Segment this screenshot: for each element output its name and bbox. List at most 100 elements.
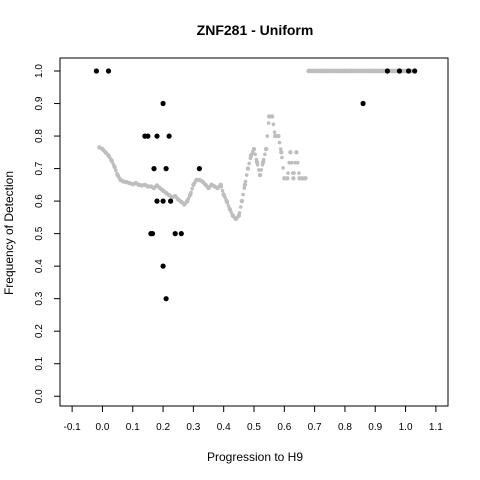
smoothed-trail-point xyxy=(244,173,249,177)
smoothed-trail-point xyxy=(292,171,296,175)
observed-point-13 xyxy=(163,166,169,172)
smoothed-trail-point xyxy=(114,168,118,172)
smoothed-trail-point xyxy=(226,204,231,208)
smoothed-trail-point xyxy=(286,171,290,175)
smoothed-trail-point xyxy=(278,147,283,151)
y-tick-label: 0.4 xyxy=(34,259,45,273)
smoothed-point-48 xyxy=(242,182,248,187)
smoothed-trail-point xyxy=(284,176,289,181)
observed-point-3 xyxy=(396,68,403,74)
smoothed-trail-point xyxy=(189,190,193,195)
observed-point-10 xyxy=(154,133,160,139)
y-tick-label: 0.8 xyxy=(34,129,45,143)
smoothed-trail-point xyxy=(225,200,230,205)
observed-point-21 xyxy=(178,231,184,237)
observed-point-22 xyxy=(160,263,166,269)
x-tick-label: 0.9 xyxy=(368,422,382,433)
smoothed-trail-point xyxy=(254,157,259,162)
smoothed-trail-point xyxy=(261,157,266,162)
y-axis-label: Frequency of Detection xyxy=(2,171,16,295)
smoothed-trail-point xyxy=(247,161,251,166)
smoothed-trail-point xyxy=(252,147,256,151)
x-tick-label: 0.4 xyxy=(217,422,231,433)
smoothed-trail-point xyxy=(112,165,117,169)
x-tick-label: 0.2 xyxy=(156,422,170,433)
observed-point-19 xyxy=(149,231,156,237)
y-tick-label: 0.9 xyxy=(34,96,45,110)
y-tick-label: 0.5 xyxy=(34,226,45,240)
y-tick-label: 0.2 xyxy=(34,324,45,338)
smoothed-trail-point xyxy=(253,152,257,157)
observed-point-1 xyxy=(105,68,112,74)
x-tick-label: 0.0 xyxy=(95,422,109,433)
smoothed-trail-point xyxy=(295,160,300,165)
smoothed-trail-point xyxy=(242,186,247,190)
smoothed-trail-point xyxy=(243,179,248,184)
x-tick-label: 0.6 xyxy=(277,422,291,433)
smoothed-trail-point xyxy=(276,134,281,138)
observed-point-4 xyxy=(406,68,412,74)
observed-point-17 xyxy=(168,198,174,204)
smoothed-trail-point xyxy=(271,122,276,127)
y-axis: 0.0 0.1 0.2 0.3 0.4 0.5 0.6 0.7 0.8 0.9 1.0 xyxy=(34,64,60,403)
x-tick-label: -0.1 xyxy=(64,422,82,433)
smoothed-trail-point xyxy=(190,186,194,191)
observed-point-9 xyxy=(145,133,151,139)
smoothed-trail-point xyxy=(187,194,192,198)
x-tick-label: 1.1 xyxy=(429,422,443,433)
observed-point-23 xyxy=(163,296,169,302)
observed-point-2 xyxy=(384,68,390,74)
x-tick-label: 0.5 xyxy=(247,422,261,433)
y-tick-label: 0.0 xyxy=(34,389,45,403)
smoothed-trail-point xyxy=(236,214,240,219)
smoothed-trail-point xyxy=(255,162,260,167)
x-tick-label: 0.8 xyxy=(338,422,352,433)
observed-point-11 xyxy=(166,133,172,139)
smoothed-trail-point xyxy=(272,130,277,134)
smoothed-trail-point xyxy=(246,166,250,171)
smoothed-points-group xyxy=(97,68,414,222)
smoothed-trail-point xyxy=(270,114,275,119)
y-tick-label: 0.3 xyxy=(34,291,45,305)
plot-frame xyxy=(59,57,449,407)
smoothed-trail-point xyxy=(266,121,271,125)
smoothed-trail-point xyxy=(293,160,298,165)
x-tick-label: 0.7 xyxy=(308,422,322,433)
smoothed-trail-point xyxy=(110,159,114,164)
smoothed-trail-point xyxy=(219,185,224,189)
chart-title: ZNF281 - Uniform xyxy=(197,22,314,38)
observed-point-6 xyxy=(160,100,166,107)
smoothed-trail-point xyxy=(280,155,284,160)
smoothed-trail-point xyxy=(237,211,242,215)
smoothed-trail-point xyxy=(297,171,301,175)
smoothed-trail-point xyxy=(248,156,253,160)
smoothed-trail-point xyxy=(260,162,265,167)
smoothed-trail-point xyxy=(220,188,225,193)
smoothed-trail-point xyxy=(259,168,264,172)
x-axis-label: Progression to H9 xyxy=(207,450,303,464)
y-tick-label: 0.1 xyxy=(34,356,45,370)
observed-point-20 xyxy=(172,231,178,237)
observed-points-group xyxy=(93,68,418,302)
smoothed-trail-point xyxy=(288,150,293,155)
smoothed-trail-point xyxy=(303,176,307,181)
smoothed-trail-point xyxy=(265,134,270,138)
y-tick-label: 1.0 xyxy=(34,64,45,78)
observed-point-12 xyxy=(151,166,157,172)
smoothed-trail-point xyxy=(294,150,299,155)
observed-point-7 xyxy=(360,100,366,107)
smoothed-trail-point xyxy=(238,205,243,209)
x-tick-label: 0.1 xyxy=(126,422,140,433)
smoothed-trail-point xyxy=(281,166,285,170)
observed-point-15 xyxy=(154,198,160,204)
x-tick-label: 0.3 xyxy=(186,422,200,433)
observed-point-14 xyxy=(196,166,202,172)
smoothed-trail-point xyxy=(277,140,282,145)
observed-point-16 xyxy=(160,198,166,204)
smoothed-trail-point xyxy=(258,173,262,177)
smoothed-trail-point xyxy=(263,152,267,157)
smoothed-point-60 xyxy=(279,150,284,155)
smoothed-point-64 xyxy=(291,176,296,181)
x-tick-label: 1.0 xyxy=(399,422,413,433)
